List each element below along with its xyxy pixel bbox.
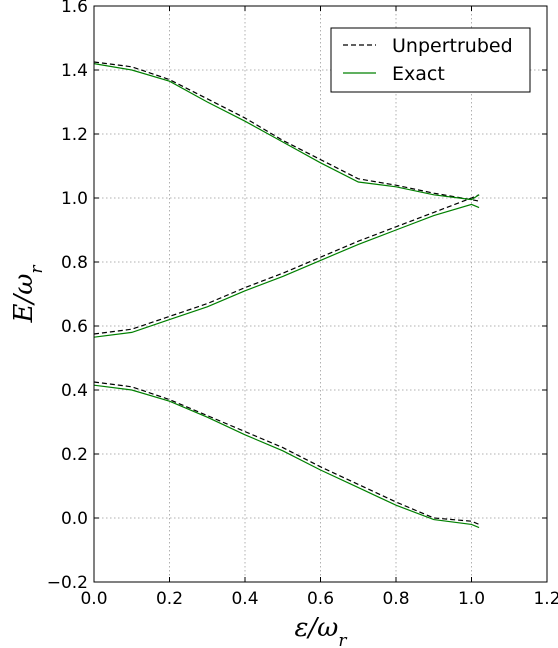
y-tick-label: 1.2 (61, 125, 88, 145)
legend-label-unperturbed: Unpertrubed (392, 35, 513, 57)
y-tick-label: 1.0 (61, 189, 88, 209)
x-tick-label: 0.8 (382, 589, 409, 609)
y-tick-label: 0.2 (61, 445, 88, 465)
x-tick-label: 1.0 (458, 589, 485, 609)
y-tick-label: 1.6 (61, 0, 88, 17)
x-tick-label: 0.2 (156, 589, 183, 609)
y-tick-label: −0.2 (47, 573, 88, 593)
y-tick-label: 0.4 (61, 381, 88, 401)
y-tick-label: 0.8 (61, 253, 88, 273)
y-tick-label: 0.6 (61, 317, 88, 337)
y-tick-label: 1.4 (61, 61, 88, 81)
y-tick-label: 0.0 (61, 509, 88, 529)
legend-label-exact: Exact (392, 63, 445, 85)
x-tick-label: 1.2 (533, 589, 558, 609)
x-tick-label: 0.6 (307, 589, 334, 609)
legend: Unpertrubed Exact (331, 28, 530, 92)
x-tick-label: 0.4 (231, 589, 258, 609)
